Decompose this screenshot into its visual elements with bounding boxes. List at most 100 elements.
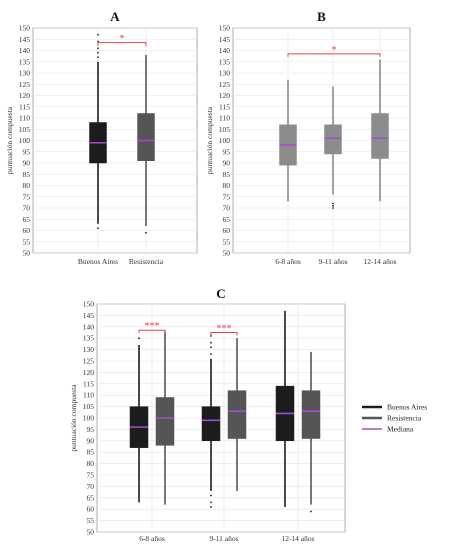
outlier-point bbox=[332, 207, 334, 209]
y-tick-label: 50 bbox=[23, 249, 31, 258]
x-tick-label: 6-8 años bbox=[275, 257, 301, 266]
y-tick-label: 60 bbox=[23, 226, 31, 235]
y-tick-label: 105 bbox=[19, 125, 31, 134]
y-tick-label: 130 bbox=[19, 69, 31, 78]
y-tick-label: 95 bbox=[87, 425, 95, 434]
significance-label: *** bbox=[145, 321, 160, 332]
y-tick-label: 100 bbox=[83, 414, 95, 423]
y-tick-label: 80 bbox=[23, 181, 31, 190]
panel-title: C bbox=[216, 286, 225, 301]
outlier-point bbox=[310, 510, 312, 513]
y-tick-label: 65 bbox=[87, 493, 95, 502]
panel-title: B bbox=[317, 9, 326, 24]
outlier-point bbox=[97, 40, 99, 43]
panel-title: A bbox=[110, 9, 120, 24]
box bbox=[371, 113, 389, 159]
y-tick-label: 65 bbox=[223, 215, 231, 224]
panel-b: 50 55 60 65 70 75 80 85 90 95 100 105 110 115 120 125 13… bbox=[205, 9, 411, 266]
y-tick-label: 150 bbox=[219, 24, 231, 33]
significance-bracket bbox=[287, 53, 381, 57]
outlier-point bbox=[97, 51, 99, 54]
y-tick-label: 85 bbox=[223, 170, 231, 179]
outlier-point bbox=[210, 346, 212, 349]
y-tick-label: 120 bbox=[19, 91, 31, 100]
y-tick-label: 100 bbox=[219, 136, 231, 145]
x-tick-label: 12-14 años bbox=[281, 534, 314, 543]
x-tick-label: 12-14 años bbox=[363, 257, 396, 266]
x-tick-label: Resistencia bbox=[129, 257, 164, 266]
outlier-point bbox=[97, 227, 99, 230]
outlier-point bbox=[97, 47, 99, 50]
outlier-point bbox=[210, 501, 212, 504]
significance-bracket bbox=[210, 332, 238, 336]
box bbox=[201, 406, 221, 442]
y-tick-label: 85 bbox=[23, 170, 31, 179]
y-tick-label: 150 bbox=[19, 24, 31, 33]
outlier-point bbox=[332, 202, 334, 205]
panel-a: 50 55 60 65 70 75 80 85 90 95 100 105 110 115 120 125 13… bbox=[5, 9, 198, 266]
box bbox=[137, 113, 155, 161]
y-tick-label: 120 bbox=[83, 368, 95, 377]
outlier-point bbox=[138, 337, 140, 340]
y-tick-label: 70 bbox=[23, 204, 31, 213]
y-tick-label: 90 bbox=[87, 436, 95, 445]
y-tick-label: 85 bbox=[87, 448, 95, 457]
y-tick-label: 55 bbox=[87, 516, 95, 525]
y-tick-label: 130 bbox=[83, 345, 95, 354]
legend-label: Mediana bbox=[387, 425, 414, 434]
y-tick-label: 105 bbox=[219, 125, 231, 134]
y-tick-label: 65 bbox=[23, 215, 31, 224]
y-tick-label: 90 bbox=[223, 159, 231, 168]
y-tick-label: 80 bbox=[223, 181, 231, 190]
y-tick-label: 95 bbox=[23, 147, 31, 156]
significance-bracket bbox=[97, 42, 147, 46]
x-tick-label: Buenos Aires bbox=[78, 257, 118, 266]
y-tick-label: 115 bbox=[19, 102, 30, 111]
outlier-point bbox=[97, 33, 99, 36]
y-axis-label: puntuación compuesta bbox=[205, 106, 214, 174]
y-tick-label: 115 bbox=[83, 379, 94, 388]
y-tick-label: 50 bbox=[223, 249, 231, 258]
y-tick-label: 135 bbox=[83, 334, 95, 343]
y-tick-label: 140 bbox=[19, 46, 31, 55]
significance-bracket bbox=[138, 329, 166, 334]
y-tick-label: 70 bbox=[87, 482, 95, 491]
y-tick-label: 55 bbox=[23, 237, 31, 246]
y-tick-label: 150 bbox=[83, 300, 95, 309]
y-tick-label: 145 bbox=[219, 35, 231, 44]
y-tick-label: 80 bbox=[87, 459, 95, 468]
box bbox=[155, 397, 175, 446]
significance-label: *** bbox=[217, 324, 232, 335]
y-tick-label: 130 bbox=[219, 69, 231, 78]
y-axis-label: puntuación compuesta bbox=[5, 106, 14, 174]
y-tick-label: 125 bbox=[219, 80, 231, 89]
y-tick-label: 110 bbox=[19, 114, 30, 123]
panel-c: 50 55 60 65 70 75 80 85 90 95 100 105 110 115 120 125 13… bbox=[69, 286, 346, 543]
outlier-point bbox=[332, 204, 334, 207]
x-tick-label: 9-11 años bbox=[318, 257, 347, 266]
x-tick-label: 6-8 años bbox=[139, 534, 165, 543]
y-tick-label: 90 bbox=[23, 159, 31, 168]
y-tick-label: 75 bbox=[23, 192, 31, 201]
y-tick-label: 100 bbox=[19, 136, 31, 145]
x-tick-label: 9-11 años bbox=[209, 534, 238, 543]
y-tick-label: 140 bbox=[219, 46, 231, 55]
significance-label: * bbox=[332, 45, 337, 56]
y-tick-label: 75 bbox=[223, 192, 231, 201]
y-tick-label: 70 bbox=[223, 204, 231, 213]
y-tick-label: 55 bbox=[223, 237, 231, 246]
outlier-point bbox=[210, 353, 212, 356]
outlier-point bbox=[210, 506, 212, 508]
box bbox=[324, 124, 342, 155]
y-tick-label: 110 bbox=[83, 391, 94, 400]
outlier-point bbox=[97, 56, 99, 59]
legend-label: Resistencia bbox=[387, 414, 422, 423]
y-tick-label: 105 bbox=[83, 402, 95, 411]
y-tick-label: 135 bbox=[219, 57, 231, 66]
significance-label: * bbox=[120, 34, 125, 45]
outlier-point bbox=[145, 231, 147, 234]
y-tick-label: 115 bbox=[219, 102, 230, 111]
y-axis-label: puntuación compuesta bbox=[69, 384, 78, 452]
outlier-point bbox=[210, 341, 212, 344]
